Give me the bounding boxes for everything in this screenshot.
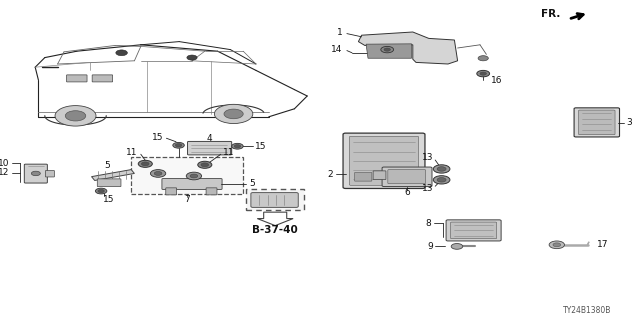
Circle shape	[116, 50, 127, 56]
Circle shape	[95, 188, 107, 194]
Circle shape	[232, 143, 243, 149]
Text: 11: 11	[126, 148, 138, 157]
Text: 15: 15	[255, 142, 267, 151]
Text: TY24B1380B: TY24B1380B	[563, 306, 611, 315]
Circle shape	[186, 172, 202, 180]
FancyBboxPatch shape	[97, 179, 121, 187]
Text: 9: 9	[427, 242, 433, 251]
FancyBboxPatch shape	[166, 188, 177, 195]
Text: 15: 15	[152, 133, 163, 142]
Circle shape	[437, 178, 446, 182]
Text: 17: 17	[596, 240, 608, 249]
Text: 3: 3	[627, 118, 632, 127]
Circle shape	[433, 165, 450, 173]
Circle shape	[478, 56, 488, 61]
Text: 10: 10	[0, 159, 10, 168]
Circle shape	[480, 72, 486, 75]
Circle shape	[150, 170, 166, 177]
Text: 12: 12	[0, 168, 10, 177]
FancyBboxPatch shape	[388, 170, 426, 184]
Text: 13: 13	[422, 184, 434, 193]
FancyBboxPatch shape	[382, 167, 432, 187]
Circle shape	[451, 244, 463, 249]
FancyBboxPatch shape	[373, 171, 386, 180]
Circle shape	[173, 142, 184, 148]
Circle shape	[224, 109, 243, 119]
FancyBboxPatch shape	[24, 164, 47, 183]
Circle shape	[201, 163, 209, 167]
FancyBboxPatch shape	[251, 193, 298, 207]
Circle shape	[141, 162, 149, 166]
Circle shape	[175, 144, 182, 147]
FancyBboxPatch shape	[579, 110, 615, 135]
Circle shape	[154, 172, 162, 175]
Circle shape	[31, 171, 40, 176]
FancyBboxPatch shape	[92, 75, 113, 82]
Circle shape	[437, 167, 446, 171]
FancyBboxPatch shape	[188, 141, 232, 155]
Text: 15: 15	[103, 195, 115, 204]
Circle shape	[384, 48, 390, 51]
Text: 1: 1	[337, 28, 342, 37]
Circle shape	[198, 161, 212, 168]
Text: 6: 6	[404, 188, 410, 197]
Circle shape	[55, 106, 96, 126]
FancyBboxPatch shape	[349, 136, 419, 185]
Text: 13: 13	[422, 153, 434, 162]
Text: 16: 16	[491, 76, 502, 85]
Circle shape	[65, 111, 86, 121]
FancyBboxPatch shape	[355, 172, 372, 181]
Circle shape	[138, 160, 152, 167]
Circle shape	[190, 174, 198, 178]
FancyBboxPatch shape	[45, 171, 54, 177]
Circle shape	[98, 189, 104, 193]
FancyBboxPatch shape	[206, 188, 217, 195]
Text: 5: 5	[105, 161, 110, 170]
Polygon shape	[366, 44, 412, 58]
Text: 2: 2	[327, 170, 333, 179]
Circle shape	[433, 176, 450, 184]
FancyBboxPatch shape	[162, 179, 222, 189]
Polygon shape	[257, 212, 293, 226]
Text: 11: 11	[223, 148, 235, 157]
FancyBboxPatch shape	[574, 108, 620, 137]
Circle shape	[553, 243, 561, 247]
Circle shape	[187, 55, 197, 60]
Text: FR.: FR.	[541, 9, 560, 19]
Text: B-37-40: B-37-40	[252, 225, 298, 235]
Circle shape	[234, 145, 241, 148]
Text: 14: 14	[331, 45, 342, 54]
Polygon shape	[92, 170, 134, 180]
Circle shape	[214, 104, 253, 124]
Text: 5: 5	[250, 180, 255, 188]
Bar	[131, 157, 243, 194]
FancyBboxPatch shape	[343, 133, 425, 188]
Circle shape	[381, 46, 394, 53]
Text: 8: 8	[426, 219, 431, 228]
Text: 4: 4	[207, 134, 212, 143]
Text: 7: 7	[184, 195, 190, 204]
FancyBboxPatch shape	[446, 220, 501, 241]
FancyBboxPatch shape	[67, 75, 87, 82]
Polygon shape	[358, 32, 458, 64]
Circle shape	[549, 241, 564, 249]
Bar	[246, 189, 304, 210]
FancyBboxPatch shape	[451, 222, 497, 239]
Circle shape	[477, 70, 490, 77]
